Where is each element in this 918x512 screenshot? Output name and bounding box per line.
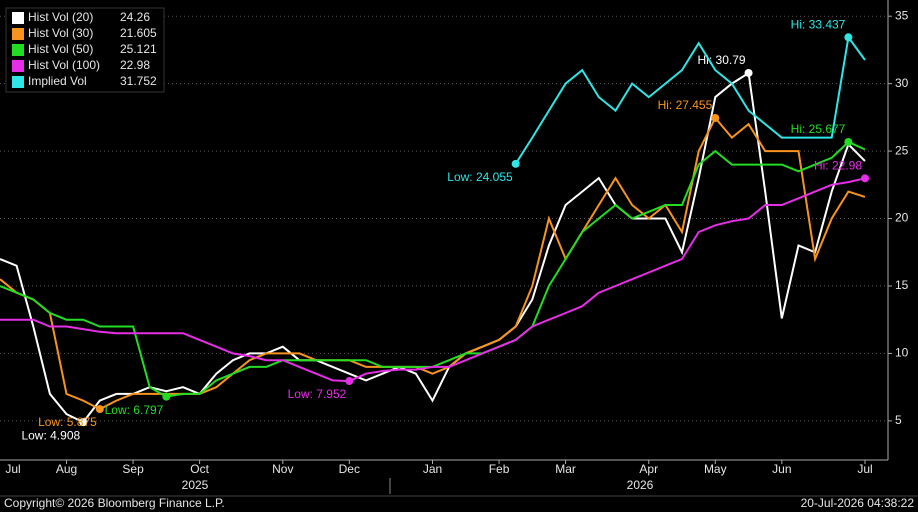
extreme-label: Low: 5.875 bbox=[38, 415, 97, 429]
y-tick-label: 15 bbox=[895, 278, 909, 292]
extreme-label: Hi: 22.98 bbox=[814, 159, 862, 173]
legend-label: Hist Vol (30) bbox=[28, 26, 93, 40]
series-line bbox=[0, 71, 866, 424]
extreme-marker bbox=[345, 377, 354, 386]
extreme-marker bbox=[95, 405, 104, 414]
legend-label: Hist Vol (100) bbox=[28, 58, 100, 72]
extreme-marker bbox=[79, 418, 88, 427]
legend-swatch bbox=[12, 12, 24, 24]
extreme-label: Hi: 27.455 bbox=[658, 98, 713, 112]
series-line bbox=[514, 34, 866, 165]
x-tick-label: Jul bbox=[5, 462, 20, 476]
legend-value: 21.605 bbox=[120, 26, 157, 40]
series-line bbox=[0, 116, 866, 411]
x-tick-label: May bbox=[704, 462, 727, 476]
extreme-marker bbox=[711, 113, 720, 122]
legend-swatch bbox=[12, 44, 24, 56]
extreme-marker bbox=[844, 137, 853, 146]
extreme-label: Hi: 30.79 bbox=[698, 53, 746, 67]
extreme-label: Low: 6.797 bbox=[105, 403, 164, 417]
y-tick-label: 30 bbox=[895, 76, 909, 90]
legend-swatch bbox=[12, 28, 24, 40]
timestamp: 20-Jul-2026 04:38:22 bbox=[801, 496, 915, 510]
x-tick-label: Nov bbox=[272, 462, 293, 476]
y-tick-label: 5 bbox=[895, 413, 902, 427]
legend-label: Hist Vol (20) bbox=[28, 10, 93, 24]
legend-label: Implied Vol bbox=[28, 74, 87, 88]
legend-value: 25.121 bbox=[120, 42, 157, 56]
extreme-marker bbox=[861, 174, 869, 183]
x-tick-label: Jan bbox=[423, 462, 442, 476]
y-tick-label: 10 bbox=[895, 346, 909, 360]
copyright: Copyright© 2026 Bloomberg Finance L.P. bbox=[4, 496, 225, 510]
y-tick-label: 35 bbox=[895, 8, 909, 22]
extreme-marker bbox=[844, 33, 853, 42]
legend-swatch bbox=[12, 60, 24, 72]
x-tick-label: Apr bbox=[639, 462, 658, 476]
year-label: 2026 bbox=[627, 478, 654, 492]
extreme-label: Low: 4.908 bbox=[21, 428, 80, 442]
legend-value: 31.752 bbox=[120, 74, 157, 88]
year-label: 2025 bbox=[182, 478, 209, 492]
y-tick-label: 25 bbox=[895, 143, 909, 157]
x-tick-label: Oct bbox=[190, 462, 209, 476]
legend: Hist Vol (20) 24.26 Hist Vol (30) 21.605 His… bbox=[5, 7, 165, 93]
extreme-marker bbox=[162, 392, 171, 401]
legend-box bbox=[5, 7, 165, 93]
legend-label: Hist Vol (50) bbox=[28, 42, 93, 56]
series-line bbox=[0, 177, 866, 383]
x-tick-label: Jun bbox=[772, 462, 791, 476]
extreme-marker bbox=[511, 159, 520, 168]
extreme-marker bbox=[744, 68, 753, 77]
x-tick-label: Mar bbox=[555, 462, 576, 476]
legend-value: 22.98 bbox=[120, 58, 150, 72]
x-tick-label: Feb bbox=[489, 462, 510, 476]
x-tick-label: Aug bbox=[56, 462, 77, 476]
legend-value: 24.26 bbox=[120, 10, 150, 24]
x-tick-label: Jul bbox=[857, 462, 872, 476]
y-tick-label: 20 bbox=[895, 211, 909, 225]
extreme-label: Hi: 25.677 bbox=[791, 122, 846, 136]
extreme-label: Low: 24.055 bbox=[447, 170, 513, 184]
x-tick-label: Dec bbox=[339, 462, 360, 476]
extreme-label: Hi: 33.437 bbox=[791, 17, 846, 31]
extreme-label: Low: 7.952 bbox=[288, 387, 347, 401]
x-tick-label: Sep bbox=[122, 462, 144, 476]
legend-swatch bbox=[12, 76, 24, 88]
